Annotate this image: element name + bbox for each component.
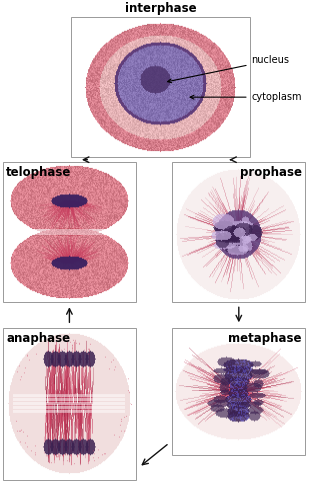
Text: cytoplasm: cytoplasm: [190, 92, 302, 102]
Text: anaphase: anaphase: [6, 332, 70, 344]
Bar: [3, 328, 136, 480]
Bar: [172, 328, 305, 455]
Text: interphase: interphase: [125, 2, 196, 15]
Text: nucleus: nucleus: [168, 56, 290, 83]
Text: metaphase: metaphase: [229, 332, 302, 344]
Text: prophase: prophase: [240, 166, 302, 179]
Bar: [71, 18, 250, 157]
Bar: [3, 162, 136, 302]
Text: telophase: telophase: [6, 166, 72, 179]
Bar: [172, 162, 305, 302]
